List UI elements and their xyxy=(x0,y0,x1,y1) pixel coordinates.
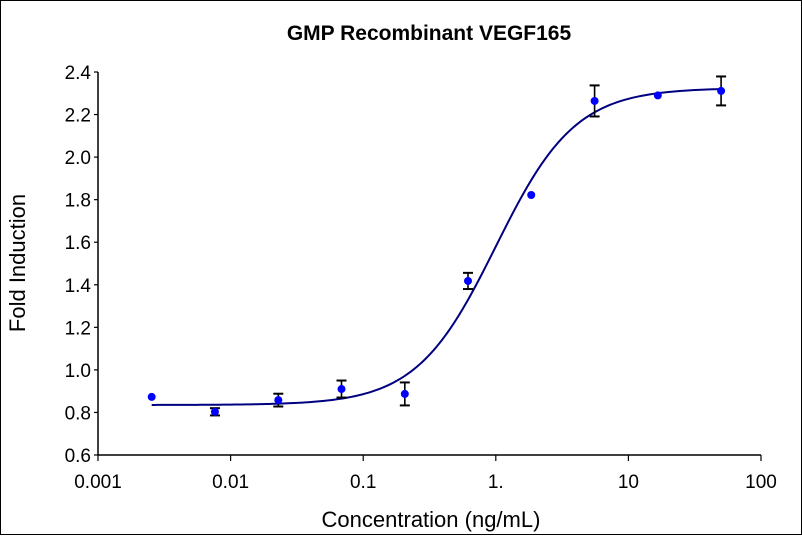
x-tick-label: 0.001 xyxy=(74,472,122,493)
y-tick-label: 0.8 xyxy=(65,403,91,424)
data-point xyxy=(717,86,726,95)
error-bars-layer xyxy=(209,75,727,417)
fit-curve xyxy=(151,88,722,406)
data-point xyxy=(590,96,599,105)
y-tick-label: 1.8 xyxy=(65,191,91,212)
data-point xyxy=(210,407,219,416)
data-points-layer xyxy=(147,86,726,416)
data-point xyxy=(653,91,662,100)
data-point xyxy=(274,396,283,405)
y-tick-label: 0.6 xyxy=(65,446,91,467)
y-tick-label: 1.4 xyxy=(65,276,92,297)
x-axis-label: Concentration (ng/mL) xyxy=(322,507,541,532)
x-tick-label: 0.1 xyxy=(350,472,376,493)
x-tick-label: 100 xyxy=(745,472,777,493)
chart-title: GMP Recombinant VEGF165 xyxy=(287,22,572,45)
y-tick-label: 1.2 xyxy=(65,318,91,339)
y-tick-label: 2.0 xyxy=(65,148,91,169)
x-tick-label: 0.01 xyxy=(212,472,249,493)
axes: 0.6 0.8 1.0 1.2 1.4 1.6 1.8 2.0 2.2 2.4 0.001 0.01 0… xyxy=(65,63,777,493)
data-point xyxy=(527,190,536,199)
y-tick-label: 1.0 xyxy=(65,361,91,382)
data-point xyxy=(400,389,409,398)
data-point xyxy=(337,385,346,394)
y-tick-label: 2.4 xyxy=(65,63,92,84)
y-axis-label: Fold Induction xyxy=(5,194,30,332)
data-point xyxy=(463,276,472,285)
x-tick-label: 1. xyxy=(488,472,504,493)
fit-curve-layer xyxy=(151,88,722,406)
y-tick-label: 1.6 xyxy=(65,233,91,254)
data-point xyxy=(147,392,156,401)
x-tick-label: 10 xyxy=(618,472,639,493)
y-tick-label: 2.2 xyxy=(65,106,91,127)
